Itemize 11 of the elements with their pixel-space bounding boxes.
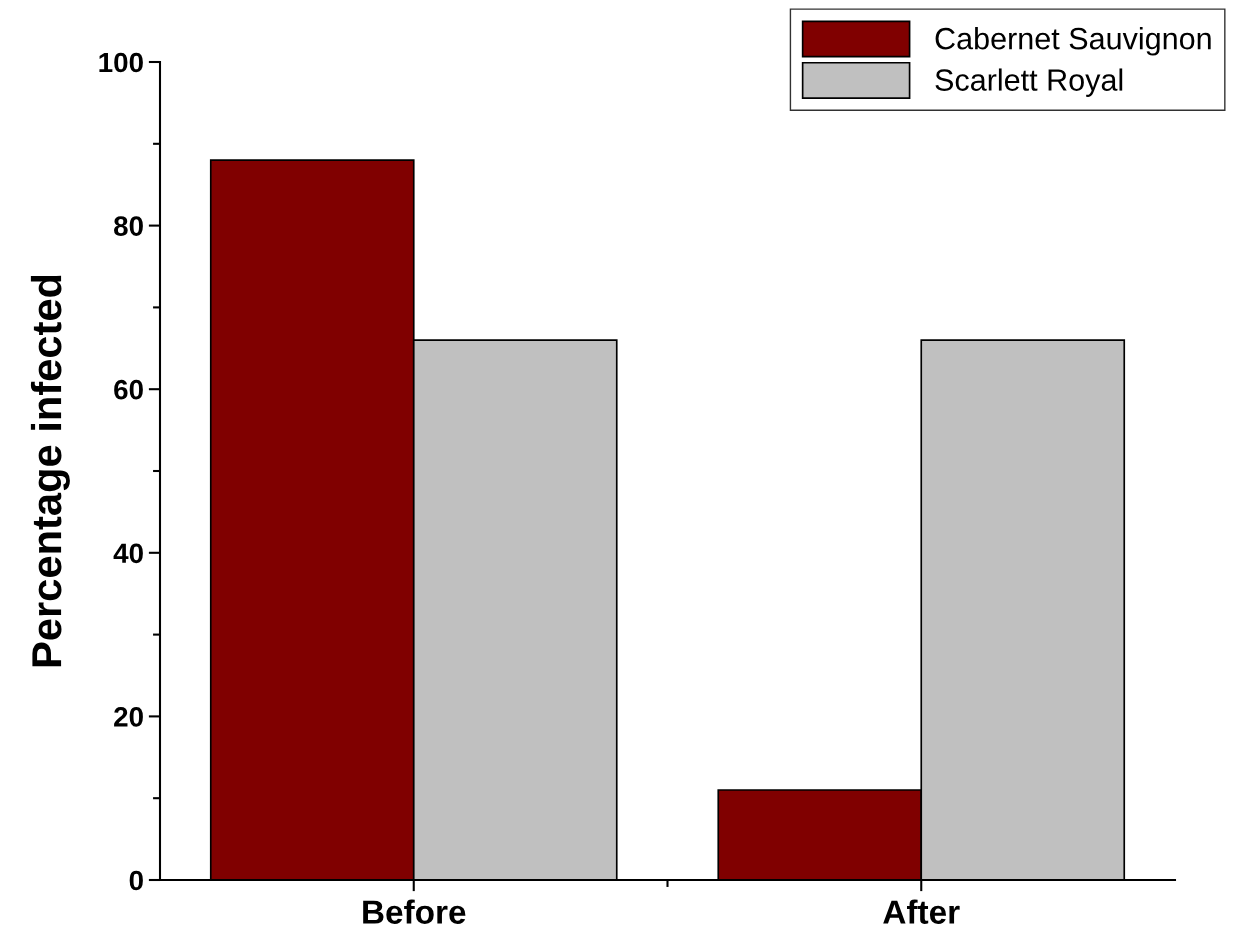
y-tick-label: 80 <box>114 216 143 236</box>
legend-label: Cabernet Sauvignon <box>935 27 1211 56</box>
y-tick-label: 40 <box>113 543 143 564</box>
x-tick-label: After <box>883 899 960 924</box>
y-tick-label: 60 <box>114 379 143 400</box>
y-axis-title: Percentage infected <box>30 275 70 667</box>
x-tick-label: Before <box>363 899 466 924</box>
y-tick-label: 100 <box>99 52 143 73</box>
y-tick-label: 20 <box>114 707 143 727</box>
legend-label: Scarlett Royal <box>935 68 1123 97</box>
y-tick-label: 0 <box>129 870 143 891</box>
